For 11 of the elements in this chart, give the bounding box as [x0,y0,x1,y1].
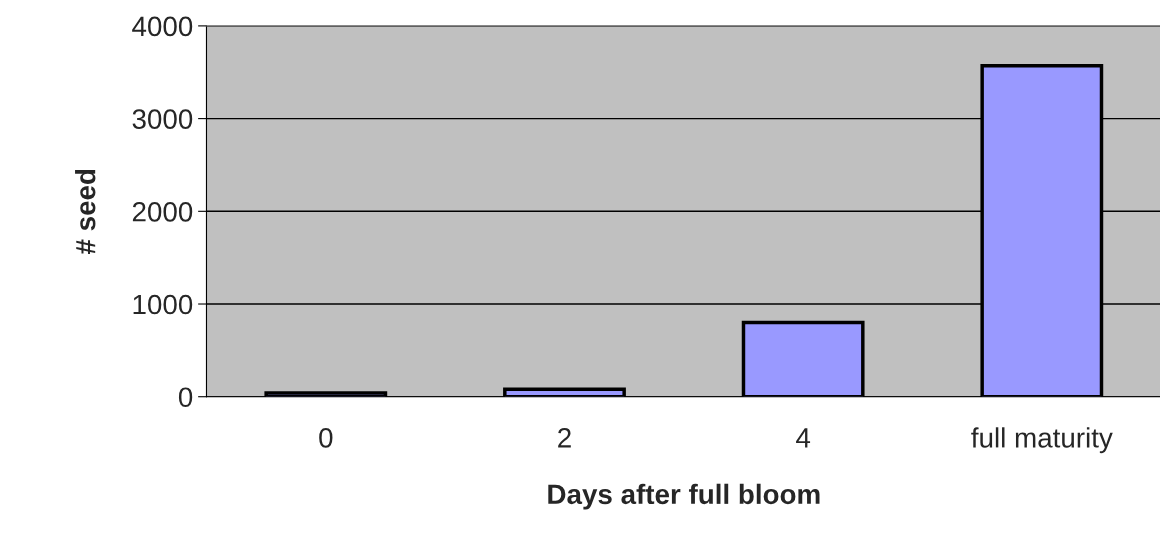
x-tick-label: full maturity [971,427,1113,454]
y-tick-label: 3000 [132,109,193,129]
y-tick-label: 4000 [132,16,193,37]
y-tick-label: 1000 [133,294,193,315]
y-tick-label: 2000 [132,201,193,222]
x-tick-label: 4 [796,428,811,448]
x-tick-label: 2 [558,428,571,448]
x-axis-title: Days after full bloom [548,483,820,510]
x-tick-label: 0 [319,428,333,448]
y-tick-label: 0 [178,387,193,408]
y-axis-title: # seed [75,169,96,255]
